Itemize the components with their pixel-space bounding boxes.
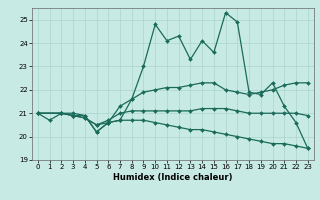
X-axis label: Humidex (Indice chaleur): Humidex (Indice chaleur): [113, 173, 233, 182]
